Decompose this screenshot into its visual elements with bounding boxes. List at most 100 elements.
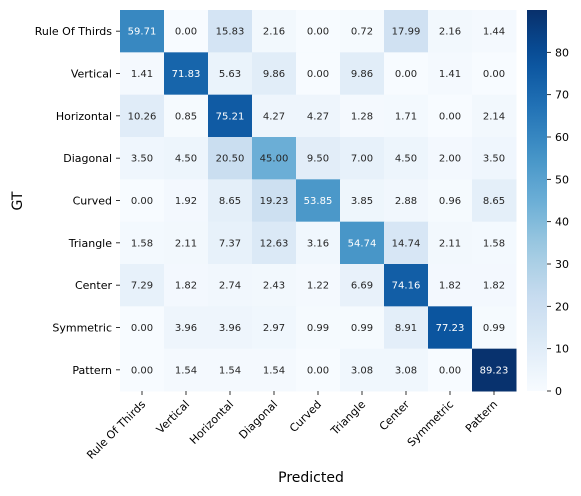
cell-value-label: 2.11 xyxy=(175,238,197,249)
cell-value-label: 17.99 xyxy=(392,27,421,38)
heatmap-cell xyxy=(384,10,429,53)
heatmap-cell xyxy=(120,52,165,96)
cell-value-label: 0.00 xyxy=(307,27,329,38)
cell-value-label: 71.83 xyxy=(172,69,201,80)
cell-value-label: 1.58 xyxy=(131,238,153,249)
cell-value-label: 3.08 xyxy=(351,365,373,376)
cell-value-label: 0.85 xyxy=(175,111,197,122)
heatmap-cell xyxy=(384,348,429,392)
heatmap-cell xyxy=(164,348,209,392)
y-tick-label: Center xyxy=(75,279,113,292)
y-tick-label: Horizontal xyxy=(56,110,112,123)
cell-value-label: 8.65 xyxy=(483,196,505,207)
y-tick-label: Pattern xyxy=(72,364,112,377)
heatmap-cells: 59.71 0.00 15.83 2.16 0.00 0.72 17.99 2.16 1.44 1… xyxy=(120,10,517,392)
cell-value-label: 2.14 xyxy=(483,111,505,122)
colorbar-tick-label: 50 xyxy=(555,173,569,186)
heatmap-cell xyxy=(252,10,297,53)
cell-value-label: 3.50 xyxy=(483,154,505,165)
cell-value-label: 89.23 xyxy=(480,365,509,376)
heatmap-cell xyxy=(120,137,165,180)
heatmap-cell xyxy=(384,137,429,180)
heatmap-cell xyxy=(296,94,341,138)
cell-value-label: 2.16 xyxy=(263,27,285,38)
heatmap-cell xyxy=(208,10,253,53)
heatmap-cell xyxy=(296,348,341,392)
heatmap-cell xyxy=(208,52,253,96)
x-tick-label: Horizontal xyxy=(187,398,236,447)
cell-value-label: 14.74 xyxy=(392,238,421,249)
heatmap-cell xyxy=(120,179,165,223)
cell-value-label: 1.54 xyxy=(175,365,197,376)
x-tick-label: Curved xyxy=(287,398,324,435)
y-axis-title: GT xyxy=(10,191,26,210)
cell-value-label: 0.00 xyxy=(483,69,505,80)
cell-value-label: 7.29 xyxy=(131,281,153,292)
heatmap-cell xyxy=(120,264,165,307)
y-tick-label: Triangle xyxy=(68,237,112,250)
cell-value-label: 0.99 xyxy=(351,323,373,334)
heatmap-cell xyxy=(164,52,209,96)
cell-value-label: 2.16 xyxy=(439,27,461,38)
heatmap-cell xyxy=(164,94,209,138)
heatmap-cell xyxy=(340,264,385,307)
colorbar-tick-label: 20 xyxy=(555,300,569,313)
heatmap-cell xyxy=(472,179,517,223)
cell-value-label: 1.82 xyxy=(439,281,461,292)
heatmap-cell xyxy=(252,137,297,180)
heatmap-cell xyxy=(296,221,341,265)
cell-value-label: 2.74 xyxy=(219,281,241,292)
x-tick-label: Diagonal xyxy=(236,398,280,442)
heatmap-cell xyxy=(428,221,473,265)
heatmap-cell xyxy=(296,52,341,96)
heatmap-cell xyxy=(164,179,209,223)
heatmap-cell xyxy=(120,94,165,138)
heatmap-cell xyxy=(340,52,385,96)
heatmap-cell xyxy=(164,137,209,180)
heatmap-cell xyxy=(120,306,165,350)
heatmap-cell xyxy=(428,94,473,138)
heatmap-cell xyxy=(208,137,253,180)
cell-value-label: 3.50 xyxy=(131,154,153,165)
cell-value-label: 1.44 xyxy=(483,27,505,38)
heatmap-cell xyxy=(340,137,385,180)
heatmap-cell xyxy=(296,306,341,350)
cell-value-label: 45.00 xyxy=(260,154,289,165)
cell-value-label: 9.86 xyxy=(351,69,373,80)
cell-value-label: 0.00 xyxy=(175,27,197,38)
cell-value-label: 0.99 xyxy=(307,323,329,334)
cell-value-label: 4.50 xyxy=(395,154,417,165)
heatmap-cell xyxy=(164,10,209,53)
cell-value-label: 0.96 xyxy=(439,196,461,207)
cell-value-label: 2.43 xyxy=(263,281,285,292)
heatmap-cell xyxy=(296,264,341,307)
heatmap-cell xyxy=(340,94,385,138)
cell-value-label: 2.11 xyxy=(439,238,461,249)
heatmap-cell xyxy=(252,264,297,307)
x-axis-title: Predicted xyxy=(278,470,344,486)
heatmap-cell xyxy=(120,10,165,53)
heatmap-cell xyxy=(428,264,473,307)
cell-value-label: 1.58 xyxy=(483,238,505,249)
cell-value-label: 4.27 xyxy=(263,111,285,122)
cell-value-label: 0.00 xyxy=(395,69,417,80)
colorbar-tick-label: 0 xyxy=(555,385,562,398)
heatmap-cell xyxy=(384,221,429,265)
cell-value-label: 2.88 xyxy=(395,196,417,207)
heatmap-cell xyxy=(120,348,165,392)
heatmap-cell xyxy=(252,52,297,96)
heatmap-cell xyxy=(428,137,473,180)
heatmap-cell xyxy=(472,348,517,392)
heatmap-cell xyxy=(472,10,517,53)
heatmap-cell xyxy=(340,179,385,223)
heatmap-cell xyxy=(296,137,341,180)
cell-value-label: 6.69 xyxy=(351,281,373,292)
cell-value-label: 1.41 xyxy=(131,69,153,80)
colorbar-ticks: 0 10 20 30 40 50 60 70 80 xyxy=(547,46,569,398)
heatmap-cell xyxy=(296,179,341,223)
cell-value-label: 0.00 xyxy=(131,365,153,376)
cell-value-label: 7.37 xyxy=(219,238,241,249)
heatmap-cell xyxy=(252,221,297,265)
cell-value-label: 1.22 xyxy=(307,281,329,292)
